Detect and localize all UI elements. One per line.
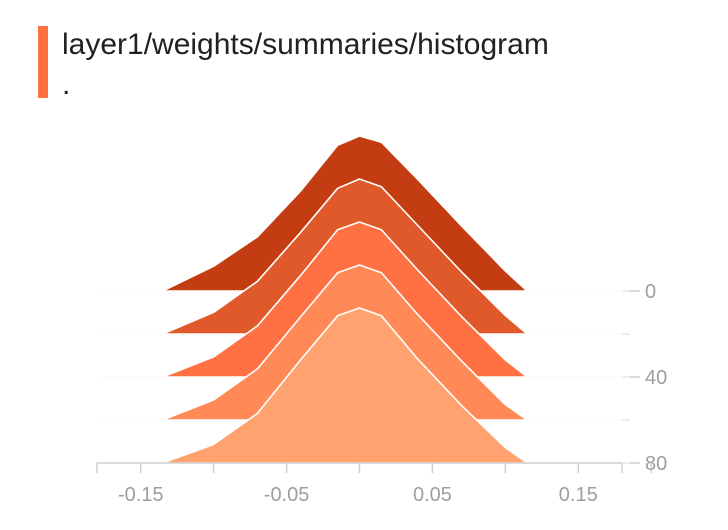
step-tick-label: 0 xyxy=(645,281,656,303)
chart-title: layer1/weights/summaries/histogram xyxy=(62,28,549,61)
x-tick-label: -0.05 xyxy=(264,484,310,506)
ridges-group xyxy=(96,135,630,464)
ridge-step-80 xyxy=(96,307,623,464)
card-accent-bar xyxy=(38,26,48,98)
step-tick-label: 40 xyxy=(645,367,667,389)
x-axis: -0.15 -0.05 0.05 0.15 xyxy=(96,462,652,506)
card-header: layer1/weights/summaries/histogram . xyxy=(38,24,718,104)
step-axis: 0 40 80 xyxy=(630,281,667,475)
step-tick-label: 80 xyxy=(645,453,667,475)
chart-subtitle: . xyxy=(62,68,71,101)
x-tick-label: 0.05 xyxy=(413,484,452,506)
x-tick-label: -0.15 xyxy=(118,484,164,506)
x-tick-label: 0.15 xyxy=(559,484,598,506)
